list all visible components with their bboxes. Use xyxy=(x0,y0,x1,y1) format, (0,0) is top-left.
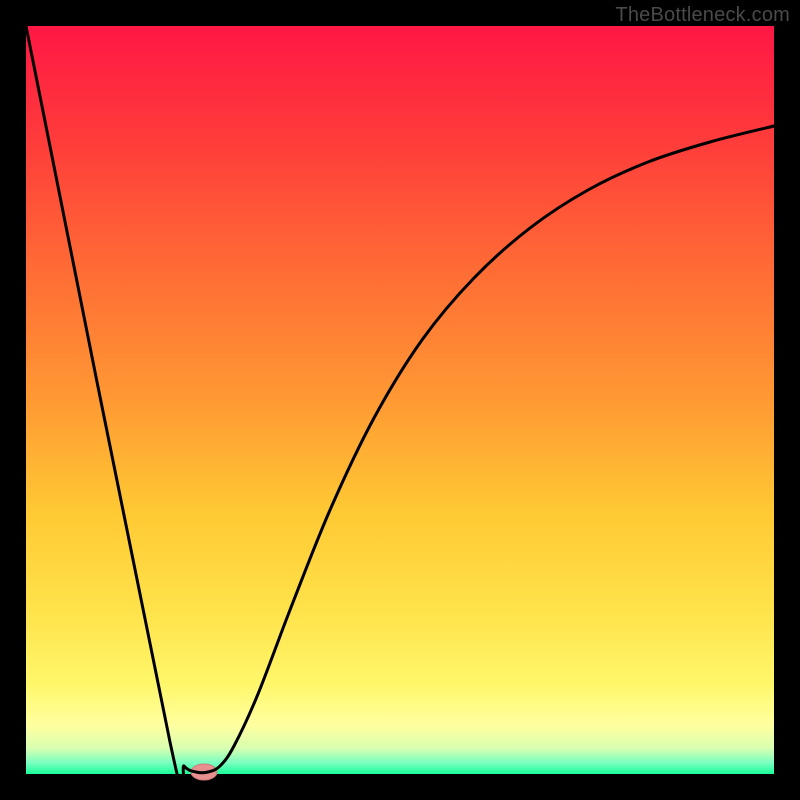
chart-canvas xyxy=(0,0,800,800)
watermark-text: TheBottleneck.com xyxy=(615,4,790,27)
bottleneck-chart: TheBottleneck.com xyxy=(0,0,800,800)
plot-background xyxy=(26,26,774,774)
